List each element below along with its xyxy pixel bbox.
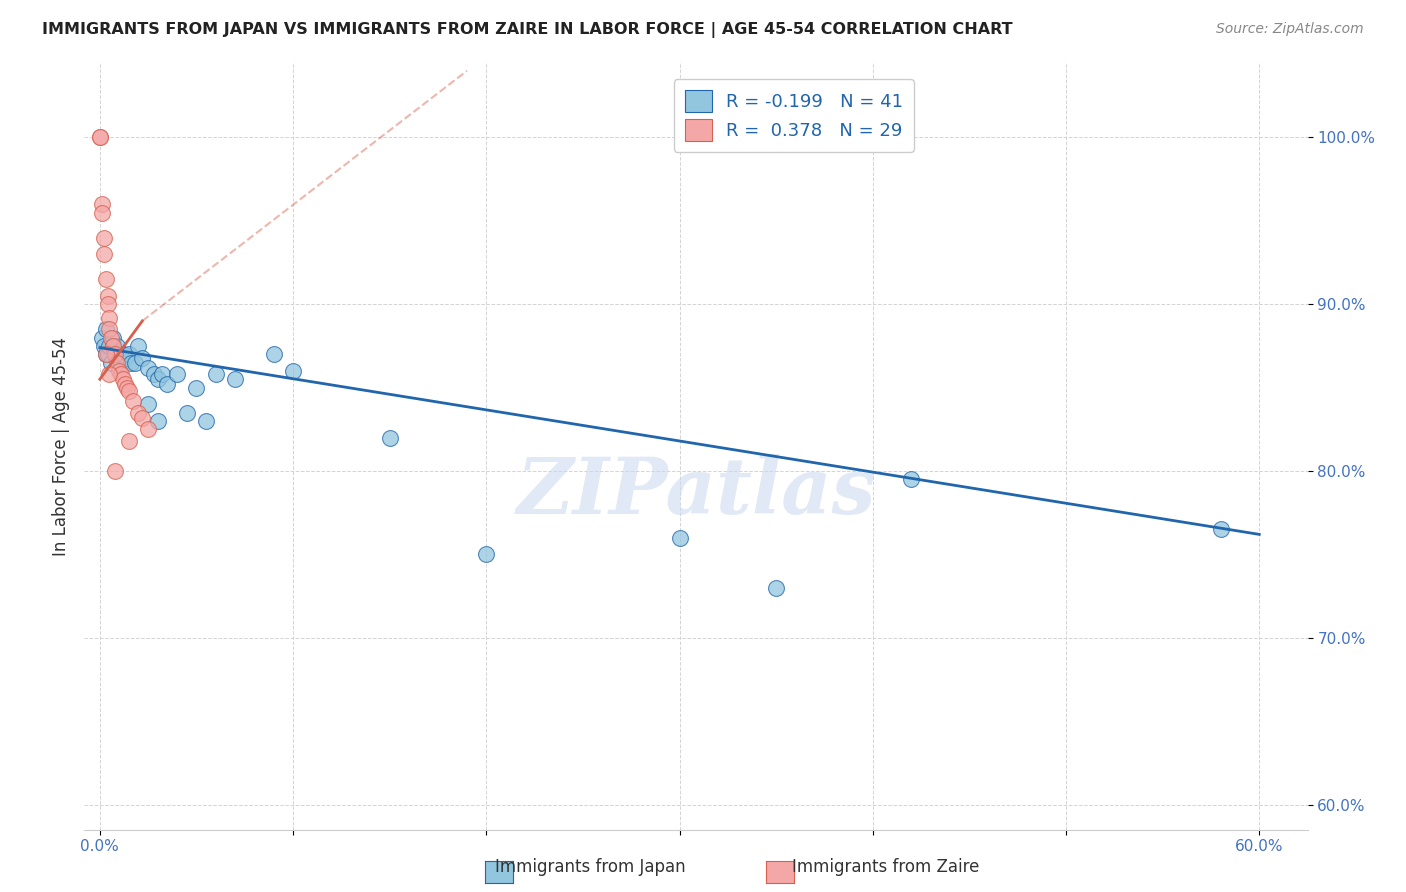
Point [136, 397, 159, 411]
Point [94, 322, 117, 336]
Point [131, 351, 153, 365]
Point [104, 347, 127, 361]
Point [115, 381, 138, 395]
Point [121, 394, 143, 409]
Point [118, 347, 141, 361]
Point [90, 205, 112, 219]
Point [378, 431, 401, 445]
Point [96, 347, 118, 361]
Point [103, 339, 125, 353]
Point [98, 310, 121, 325]
Point [150, 368, 173, 382]
Point [118, 384, 141, 398]
Point [90, 330, 112, 344]
Text: IMMIGRANTS FROM JAPAN VS IMMIGRANTS FROM ZAIRE IN LABOR FORCE | AGE 45-54 CORREL: IMMIGRANTS FROM JAPAN VS IMMIGRANTS FROM… [42, 22, 1012, 38]
Point [98, 339, 121, 353]
Point [114, 351, 136, 365]
Point [1209, 522, 1232, 536]
Point [263, 347, 285, 361]
Point [108, 351, 131, 365]
Point [104, 464, 127, 478]
Point [475, 548, 498, 562]
Point [204, 368, 226, 382]
Point [96, 297, 118, 311]
Point [89, 130, 111, 145]
Text: ZIPatlas: ZIPatlas [516, 454, 876, 530]
Point [98, 368, 121, 382]
Point [156, 377, 179, 392]
Point [120, 356, 142, 370]
Point [94, 272, 117, 286]
Point [104, 347, 127, 361]
Point [103, 330, 125, 344]
Point [136, 360, 159, 375]
Point [186, 381, 208, 395]
Point [108, 364, 131, 378]
Point [90, 197, 112, 211]
Text: Source: ZipAtlas.com: Source: ZipAtlas.com [1216, 22, 1364, 37]
Legend: R = -0.199   N = 41, R =  0.378   N = 29: R = -0.199 N = 41, R = 0.378 N = 29 [673, 79, 914, 152]
Point [94, 347, 117, 361]
Point [136, 422, 159, 436]
Point [93, 339, 115, 353]
Point [765, 581, 787, 595]
Point [668, 531, 690, 545]
Point [100, 356, 122, 370]
Point [103, 339, 125, 353]
Point [93, 230, 115, 244]
Point [127, 406, 149, 420]
Point [96, 289, 118, 303]
Point [110, 356, 132, 370]
Point [900, 472, 922, 486]
Point [281, 364, 304, 378]
Text: Immigrants from Zaire: Immigrants from Zaire [792, 858, 980, 876]
Point [195, 414, 218, 428]
Point [111, 347, 134, 361]
Point [127, 339, 149, 353]
Point [93, 247, 115, 261]
Point [146, 414, 169, 428]
Point [124, 356, 146, 370]
Point [98, 322, 121, 336]
Point [176, 406, 198, 420]
Point [105, 356, 128, 370]
Point [118, 434, 141, 448]
Point [142, 368, 165, 382]
Point [100, 330, 122, 344]
Point [110, 368, 132, 382]
Text: Immigrants from Japan: Immigrants from Japan [495, 858, 686, 876]
Point [131, 410, 153, 425]
Point [166, 368, 188, 382]
Point [114, 377, 136, 392]
Y-axis label: In Labor Force | Age 45-54: In Labor Force | Age 45-54 [52, 336, 70, 556]
Point [146, 372, 169, 386]
Point [105, 339, 128, 353]
Point [94, 347, 117, 361]
Point [111, 372, 134, 386]
Point [224, 372, 246, 386]
Point [89, 130, 111, 145]
